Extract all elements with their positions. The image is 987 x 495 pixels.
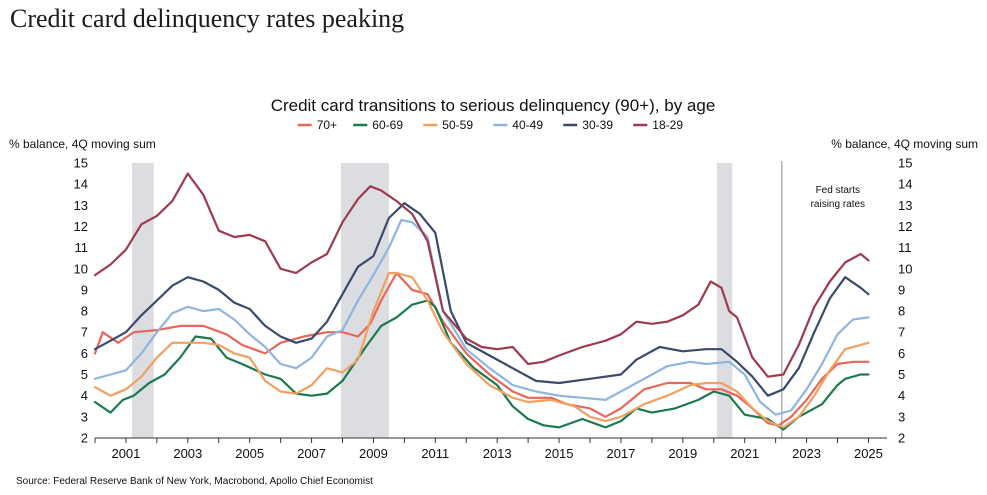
y-tick-left-6: 6 [81, 346, 88, 361]
fed-annotation: Fed starts raising rates [781, 161, 865, 438]
y-tick-right-14: 14 [898, 177, 912, 192]
legend-label-60-69: 60-69 [372, 118, 403, 132]
legend-label-70+: 70+ [317, 118, 337, 132]
series-lines [93, 172, 870, 431]
x-tick-label-2025: 2025 [854, 446, 883, 461]
y-tick-right-10: 10 [898, 261, 912, 276]
y-tick-left-13: 13 [74, 198, 88, 213]
y-tick-left-7: 7 [81, 325, 88, 340]
source-note: Source: Federal Reserve Bank of New York… [16, 476, 373, 487]
y-tick-left-14: 14 [74, 177, 88, 192]
y-tick-right-7: 7 [898, 325, 905, 340]
ylabel-left: % balance, 4Q moving sum [9, 137, 156, 151]
series-line-50-59 [93, 271, 870, 429]
legend-label-40-49: 40-49 [512, 118, 543, 132]
y-tick-left-4: 4 [81, 388, 88, 403]
y-tick-right-4: 4 [898, 388, 905, 403]
series-line-40-49 [93, 219, 870, 416]
series-line-70+ [93, 271, 870, 427]
x-tick-label-2017: 2017 [606, 446, 635, 461]
x-tick-label-2009: 2009 [359, 446, 388, 461]
y-tick-left-8: 8 [81, 304, 88, 319]
y-tick-right-15: 15 [898, 156, 912, 171]
chart-title: Credit card transitions to serious delin… [271, 96, 716, 115]
series-line-60-69 [93, 299, 870, 431]
x-tick-label-2001: 2001 [111, 446, 140, 461]
legend: 70+ 60-69 50-59 40-49 30-39 18-29 [297, 118, 683, 132]
y-tick-left-9: 9 [81, 282, 88, 297]
x-tick-label-2019: 2019 [668, 446, 697, 461]
series-line-30-39 [93, 202, 870, 397]
ylabel-right: % balance, 4Q moving sum [831, 137, 978, 151]
x-tick-label-2013: 2013 [483, 446, 512, 461]
x-tick-label-2003: 2003 [173, 446, 202, 461]
y-tick-left-2: 2 [81, 431, 88, 446]
fed-annotation-text: Fed starts raising rates [811, 185, 865, 210]
y-tick-right-3: 3 [898, 409, 905, 424]
y-tick-right-9: 9 [898, 282, 905, 297]
x-tick-label-2015: 2015 [545, 446, 574, 461]
axes: 2 2 3 3 4 4 5 5 6 6 7 7 8 8 9 9 10 10 11 11 12 12 13 13 14 14 15 15… [74, 156, 913, 462]
legend-label-18-29: 18-29 [652, 118, 683, 132]
series-line-18-29 [93, 172, 870, 378]
legend-label-50-59: 50-59 [442, 118, 473, 132]
legend-label-30-39: 30-39 [582, 118, 613, 132]
y-tick-right-8: 8 [898, 304, 905, 319]
y-tick-right-12: 12 [898, 219, 912, 234]
x-tick-label-2021: 2021 [730, 446, 759, 461]
y-tick-left-15: 15 [74, 156, 88, 171]
y-tick-right-5: 5 [898, 367, 905, 382]
y-tick-left-3: 3 [81, 409, 88, 424]
y-tick-right-11: 11 [898, 240, 912, 255]
y-tick-left-12: 12 [74, 219, 88, 234]
y-tick-left-11: 11 [75, 240, 89, 255]
y-tick-left-10: 10 [74, 261, 88, 276]
recession-band-1 [132, 163, 154, 438]
y-tick-right-2: 2 [898, 431, 905, 446]
y-tick-right-6: 6 [898, 346, 905, 361]
y-tick-left-5: 5 [81, 367, 88, 382]
x-tick-label-2023: 2023 [792, 446, 821, 461]
x-tick-label-2011: 2011 [421, 446, 449, 461]
x-tick-label-2005: 2005 [235, 446, 264, 461]
x-tick-label-2007: 2007 [297, 446, 326, 461]
y-tick-right-13: 13 [898, 198, 912, 213]
headline: Credit card delinquency rates peaking [10, 4, 405, 33]
